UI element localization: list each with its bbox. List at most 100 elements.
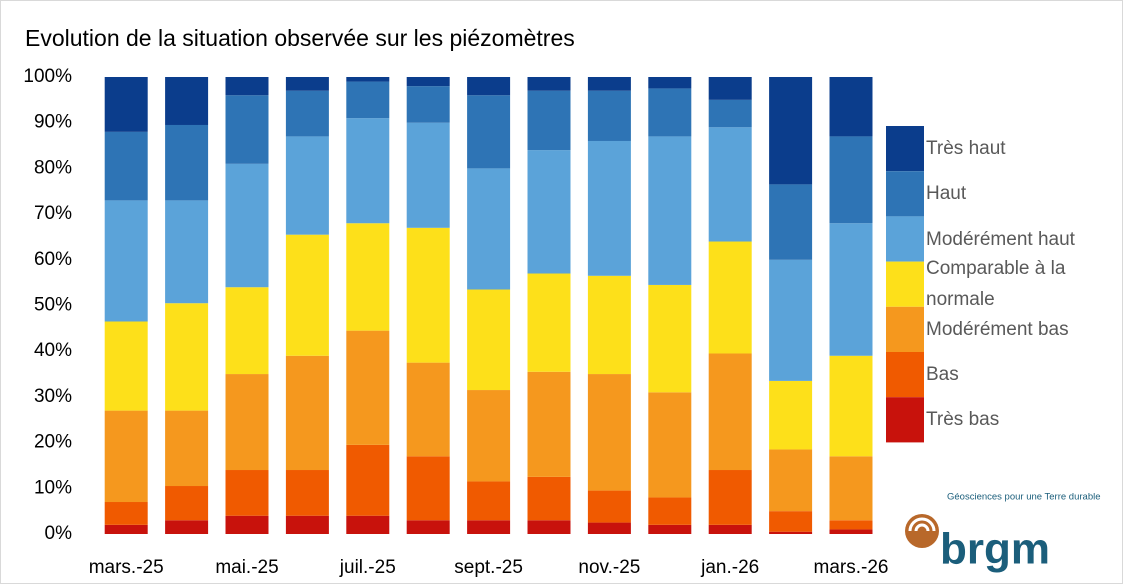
bar-segment	[406, 77, 450, 87]
bar-segment	[467, 95, 511, 169]
bar-segment	[708, 353, 752, 471]
bar-segment	[346, 515, 390, 534]
bar-segment	[708, 127, 752, 242]
bar-segment	[165, 520, 209, 534]
bar-segment	[285, 470, 329, 516]
bar-segment	[406, 122, 450, 228]
legend-swatch	[886, 397, 924, 443]
legend-label: Comparable à la normale	[926, 258, 1066, 311]
logo: Géosciences pour une Terre durable brgm	[905, 492, 1101, 574]
bar-segment	[829, 136, 873, 224]
bar-segment	[467, 520, 511, 534]
bar-segment	[406, 362, 450, 457]
bar-segment	[285, 90, 329, 137]
bar-segment	[587, 522, 631, 534]
legend-label-box: Modérément haut	[926, 229, 1075, 250]
y-tick-label: 10%	[34, 477, 72, 498]
bar-segment	[104, 321, 148, 411]
bar-segment	[527, 371, 571, 477]
bar-segment	[587, 490, 631, 523]
bar-segment	[527, 150, 571, 274]
y-tick-label: 70%	[34, 203, 72, 224]
legend-label-box: Très haut	[926, 138, 1006, 160]
legend-label-box: Comparable à la normale	[926, 258, 1066, 311]
bar-segment	[769, 77, 813, 185]
bar-segment	[225, 287, 269, 375]
bar-segment	[346, 444, 390, 516]
logo-tagline: Géosciences pour une Terre durable	[947, 492, 1101, 503]
bar-segment	[769, 449, 813, 512]
chart-title: Evolution de la situation observée sur l…	[25, 25, 575, 51]
logo-arc	[908, 517, 936, 532]
legend-label: Bas	[926, 364, 959, 386]
bar-segment	[829, 456, 873, 521]
legend-swatch	[886, 216, 924, 262]
bar-segment	[587, 140, 631, 276]
legend-label: Très bas	[926, 409, 1000, 431]
bar-segment	[708, 77, 752, 100]
legend-label: Très haut	[926, 138, 1006, 160]
bar-segment	[285, 234, 329, 356]
legend-swatch	[886, 261, 924, 307]
bar-segment	[104, 410, 148, 503]
bar-segment	[648, 77, 692, 89]
x-tick-label: mai.-25	[215, 557, 278, 578]
bar-segment	[769, 259, 813, 381]
bar-segment	[587, 374, 631, 491]
y-tick-label: 60%	[34, 249, 72, 270]
legend-label: Haut	[926, 183, 967, 205]
bar-segment	[587, 77, 631, 91]
bar-segment	[527, 90, 571, 151]
bar-segment	[225, 470, 269, 516]
bar-segment	[225, 515, 269, 534]
bar-segment	[708, 524, 752, 534]
bar-segment	[829, 529, 873, 534]
bar-segment	[467, 77, 511, 96]
bar-segment	[648, 284, 692, 393]
bar-segment	[285, 515, 329, 534]
bar-segment	[165, 77, 209, 125]
bar-segment	[225, 77, 269, 96]
x-tick-label: nov.-25	[578, 557, 640, 578]
bar-segment	[587, 90, 631, 141]
bar-segment	[829, 223, 873, 356]
bar-segment	[648, 136, 692, 285]
legend-swatch	[886, 306, 924, 352]
bar-segment	[769, 184, 813, 260]
bar-segment	[346, 330, 390, 445]
bar-segment	[467, 481, 511, 521]
logo-name: brgm	[940, 525, 1050, 574]
legend-label-box: Très bas	[926, 409, 1000, 431]
y-tick-label: 90%	[34, 112, 72, 133]
bar-segment	[406, 456, 450, 521]
bar-segment	[769, 531, 813, 534]
bar-segment	[527, 77, 571, 91]
y-tick-label: 20%	[34, 432, 72, 453]
legend-label-box: Modérément bas	[926, 318, 1069, 340]
bar-segment	[769, 380, 813, 450]
bar-segment	[527, 476, 571, 521]
x-tick-label: sept.-25	[454, 557, 523, 578]
bar-segment	[406, 227, 450, 363]
legend-label: Modérément bas	[926, 318, 1069, 340]
legend-label-box: Haut	[926, 183, 967, 205]
bar-segment	[829, 77, 873, 137]
bar-segment	[225, 374, 269, 471]
bar-segment	[829, 355, 873, 457]
bar-segment	[346, 77, 390, 82]
bar-segment	[165, 486, 209, 521]
bar-segment	[225, 95, 269, 164]
bar-segment	[587, 275, 631, 375]
bar-segment	[648, 524, 692, 534]
x-tick-label: mars.-25	[89, 557, 164, 578]
bar-segment	[406, 86, 450, 123]
x-tick-label: jan.-26	[700, 557, 759, 578]
x-tick-label: mars.-26	[814, 557, 889, 578]
bar-segment	[346, 118, 390, 224]
bar-segment	[708, 99, 752, 128]
bar-segment	[467, 168, 511, 290]
y-tick-label: 0%	[45, 523, 73, 544]
bar-segment	[467, 289, 511, 391]
bar-segment	[648, 497, 692, 525]
